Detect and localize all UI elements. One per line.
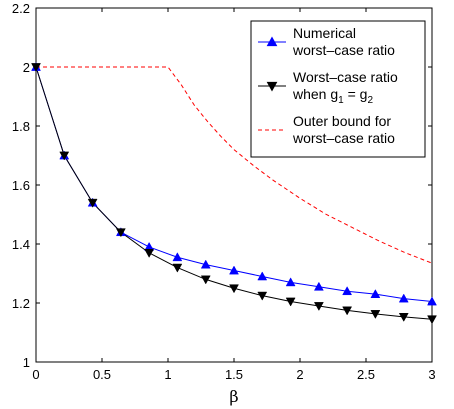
series-layer bbox=[31, 61, 437, 325]
x-tick-label: 1.5 bbox=[225, 367, 243, 382]
series-0-point bbox=[200, 259, 211, 269]
y-tick-label: 1.2 bbox=[12, 296, 30, 311]
series-0-point bbox=[229, 265, 239, 275]
x-tick-label: 3 bbox=[428, 367, 435, 382]
series-1-point bbox=[144, 249, 155, 258]
series-0-point bbox=[398, 293, 409, 303]
legend-text-part: when g bbox=[292, 86, 338, 102]
y-tick-label: 1.4 bbox=[12, 237, 30, 252]
axis-ticks: 0 0.5 1 1.5 2 2.5 3 1 1.2 1.4 1.6 1.8 2 2.2 bbox=[12, 1, 436, 382]
series-1-point bbox=[398, 313, 409, 322]
series-1-point bbox=[285, 297, 296, 307]
series-1-point bbox=[200, 275, 211, 285]
series-1-point bbox=[172, 263, 183, 273]
y-tick-label: 2 bbox=[23, 60, 30, 75]
series-1-point bbox=[370, 310, 381, 319]
series-0-point bbox=[257, 271, 268, 281]
series-line-2 bbox=[36, 66, 433, 264]
y-tick-label: 2.2 bbox=[12, 1, 30, 16]
legend-label-1-line2: when g1 = g2 bbox=[292, 86, 373, 106]
series-1-point bbox=[313, 302, 324, 311]
y-tick-label: 1.8 bbox=[12, 119, 30, 134]
legend-marker-1 bbox=[266, 81, 278, 92]
legend-text-part: 2 bbox=[367, 95, 373, 106]
legend-label-0-line2: worst–case ratio bbox=[292, 42, 395, 58]
x-tick-label: 0 bbox=[32, 367, 39, 382]
series-1-point bbox=[87, 198, 98, 208]
series-0-point bbox=[172, 252, 183, 262]
series-0-point bbox=[313, 281, 324, 291]
x-tick-label: 2.5 bbox=[357, 367, 375, 382]
series-1-point bbox=[59, 151, 70, 161]
legend-text-part: 1 bbox=[338, 95, 344, 106]
legend-text-part: = g bbox=[344, 86, 368, 102]
x-tick-label: 2 bbox=[296, 367, 303, 382]
series-0-point bbox=[342, 286, 353, 296]
series-0-point bbox=[427, 296, 437, 306]
series-1-point bbox=[257, 291, 268, 301]
series-1-point bbox=[115, 228, 126, 238]
legend-marker-0 bbox=[266, 36, 278, 47]
legend-label-2-line2: worst–case ratio bbox=[292, 130, 395, 146]
legend-label-0: Numerical bbox=[293, 25, 356, 41]
legend-box bbox=[250, 20, 426, 158]
y-tick-label: 1 bbox=[23, 355, 30, 370]
series-1-point bbox=[427, 315, 437, 325]
x-axis-label: β bbox=[229, 387, 238, 406]
x-tick-label: 0.5 bbox=[93, 367, 111, 382]
x-tick-label: 1 bbox=[164, 367, 171, 382]
y-tick-label: 1.6 bbox=[12, 178, 30, 193]
series-1-point bbox=[229, 284, 239, 294]
legend-label-1: Worst–case ratio bbox=[293, 69, 398, 85]
series-0-point bbox=[285, 277, 296, 287]
series-1-point bbox=[342, 306, 353, 316]
legend-label-2: Outer bound for bbox=[293, 113, 391, 129]
series-1-point bbox=[31, 63, 41, 73]
series-0-point bbox=[370, 289, 381, 298]
